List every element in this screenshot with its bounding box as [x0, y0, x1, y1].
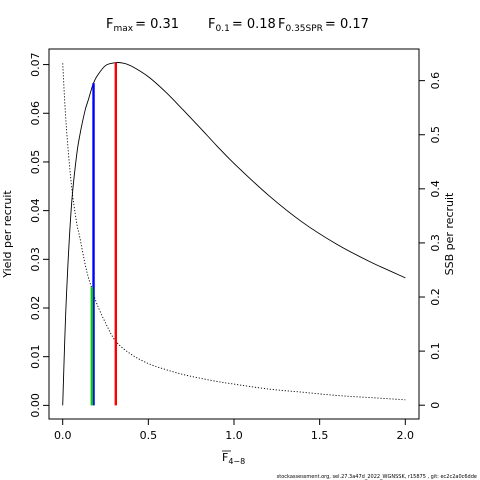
x-tick-label: 0.5	[140, 429, 158, 442]
chart-title: Fmax = 0.31 F0.1 = 0.18 F0.35SPR = 0.17	[106, 17, 369, 34]
title-fspr: F0.35SPR = 0.17	[278, 17, 369, 34]
y-axis-left: 0.00 0.01 0.02 0.03 0.04 0.05 0.06 0.07	[29, 52, 49, 418]
y-right-tick-label: 0	[429, 402, 442, 409]
y-left-tick-label: 0.06	[29, 101, 42, 126]
footer-text: stockassessment.org, sel.27.3a47d_2022_W…	[277, 474, 477, 480]
x-tick-label: 2.0	[397, 429, 415, 442]
y-right-tick-label: 0.4	[429, 180, 442, 198]
series-group	[62, 62, 406, 406]
y-left-tick-label: 0.07	[29, 52, 42, 77]
y-right-tick-label: 0.3	[429, 234, 442, 252]
ssb-per-recruit-line	[62, 63, 406, 401]
plot-frame	[48, 48, 420, 420]
title-fmax: Fmax = 0.31	[106, 17, 179, 34]
reference-lines	[90, 62, 118, 406]
y-right-tick-label: 0.2	[429, 288, 442, 306]
x-tick-label: 1.0	[225, 429, 243, 442]
title-f01: F0.1 = 0.18	[208, 17, 276, 34]
y-left-tick-label: 0.04	[29, 198, 42, 223]
yield-per-recruit-line	[62, 62, 406, 406]
y-left-tick-label: 0.02	[29, 296, 42, 321]
y-axis-right-label: SSB per recruit	[443, 192, 456, 275]
x-axis-label: F4−8	[222, 451, 245, 466]
y-right-tick-label: 0.5	[429, 126, 442, 144]
y-right-tick-label: 0.1	[429, 342, 442, 360]
y-left-tick-label: 0.00	[29, 393, 42, 418]
y-left-tick-label: 0.01	[29, 344, 42, 369]
x-tick-label: 0.0	[54, 429, 72, 442]
y-axis-left-label: Yield per recruit	[1, 190, 14, 279]
y-left-tick-label: 0.05	[29, 150, 42, 175]
x-axis: 0.0 0.5 1.0 1.5 2.0	[54, 419, 414, 442]
y-left-tick-label: 0.03	[29, 247, 42, 272]
y-right-tick-label: 0.6	[429, 72, 442, 90]
x-tick-label: 1.5	[311, 429, 329, 442]
y-axis-right: 0 0.1 0.2 0.3 0.4 0.5 0.6	[419, 72, 442, 409]
